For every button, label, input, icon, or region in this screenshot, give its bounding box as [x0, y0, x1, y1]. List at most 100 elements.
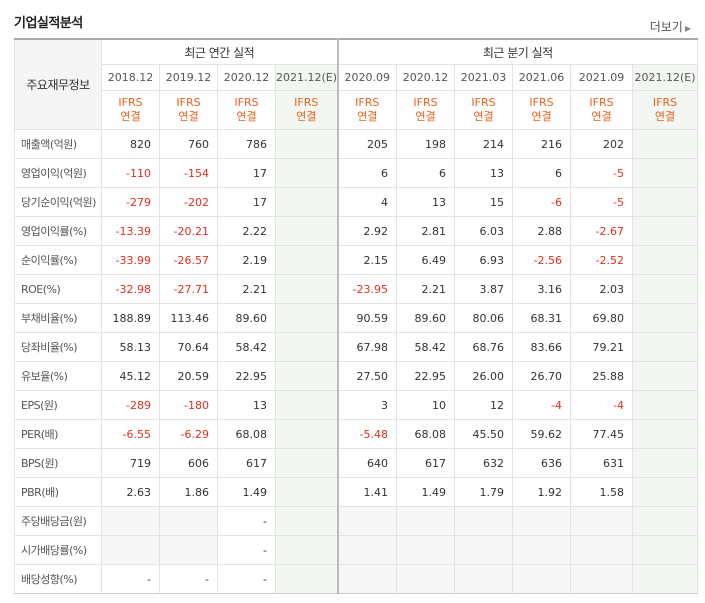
- value-cell: 68.08: [396, 419, 455, 449]
- table-row: 당기순이익(억원) -279 -202 17 4 13 15 -6 -5: [14, 187, 699, 217]
- section-title: 기업실적분석: [14, 16, 83, 31]
- value-cell: 70.64: [159, 332, 218, 362]
- value-cell: 631: [570, 448, 633, 478]
- value-cell: -5: [570, 187, 633, 217]
- table-row: 유보율(%) 45.12 20.59 22.95 27.50 22.95 26.00 26.7…: [14, 361, 699, 391]
- period-header: 2021.12(E): [275, 64, 338, 91]
- value-cell: [275, 361, 338, 391]
- value-cell: -: [217, 535, 276, 565]
- value-cell: [159, 535, 218, 565]
- value-cell: -6: [512, 187, 571, 217]
- value-cell: -23.95: [336, 274, 397, 304]
- value-cell: 22.95: [217, 361, 276, 391]
- value-cell: 13: [396, 187, 455, 217]
- value-cell: 13: [217, 390, 276, 420]
- value-cell: 83.66: [512, 332, 571, 362]
- annual-group-header: 최근 연간 실적: [101, 38, 338, 65]
- value-cell: [631, 187, 699, 217]
- row-label: 당좌비율(%): [14, 332, 102, 362]
- value-cell: 58.42: [217, 332, 276, 362]
- value-cell: 1.92: [512, 477, 571, 507]
- value-cell: [275, 274, 338, 304]
- value-cell: -180: [159, 390, 218, 420]
- value-cell: 202: [570, 129, 633, 159]
- row-label: 영업이익(억원): [14, 158, 102, 188]
- value-cell: [101, 535, 160, 565]
- value-cell: 68.76: [454, 332, 513, 362]
- value-cell: 17: [217, 158, 276, 188]
- value-cell: 205: [336, 129, 397, 159]
- value-cell: 27.50: [336, 361, 397, 391]
- row-label: 시가배당률(%): [14, 535, 102, 565]
- accounting-standard: IFRS 연결: [396, 90, 455, 130]
- value-cell: 6: [396, 158, 455, 188]
- value-cell: 617: [396, 448, 455, 478]
- value-cell: 1.41: [336, 477, 397, 507]
- accounting-standard: IFRS 연결: [101, 90, 160, 130]
- accounting-standard: IFRS 연결: [454, 90, 513, 130]
- value-cell: 6.49: [396, 245, 455, 275]
- value-cell: 3.87: [454, 274, 513, 304]
- table-row: PBR(배) 2.63 1.86 1.49 1.41 1.49 1.79 1.92 1.58: [14, 477, 699, 507]
- value-cell: 1.49: [217, 477, 276, 507]
- table-row: 주당배당금(원) -: [14, 506, 699, 536]
- period-header: 2020.12: [396, 64, 455, 91]
- value-cell: -20.21: [159, 216, 218, 246]
- value-cell: [275, 477, 338, 507]
- value-cell: [631, 419, 699, 449]
- value-cell: -279: [101, 187, 160, 217]
- value-cell: 636: [512, 448, 571, 478]
- value-cell: 45.50: [454, 419, 513, 449]
- table-row: 매출액(억원) 820 760 786 205 198 214 216 202: [14, 129, 699, 159]
- value-cell: [631, 506, 699, 536]
- value-cell: 12: [454, 390, 513, 420]
- value-cell: 26.70: [512, 361, 571, 391]
- accounting-standard: IFRS 연결: [570, 90, 633, 130]
- value-cell: [631, 274, 699, 304]
- value-cell: 4: [336, 187, 397, 217]
- value-cell: 1.86: [159, 477, 218, 507]
- value-cell: 90.59: [336, 303, 397, 333]
- value-cell: 69.80: [570, 303, 633, 333]
- accounting-standard: IFRS 연결: [275, 90, 338, 130]
- value-cell: [631, 477, 699, 507]
- more-link[interactable]: 더보기 ▶: [649, 20, 691, 34]
- row-label: PER(배): [14, 419, 102, 449]
- value-cell: [275, 332, 338, 362]
- value-cell: 1.58: [570, 477, 633, 507]
- period-header: 2021.09: [570, 64, 633, 91]
- period-header: 2021.12(E): [631, 64, 699, 91]
- row-label: EPS(원): [14, 390, 102, 420]
- value-cell: 632: [454, 448, 513, 478]
- value-cell: 2.21: [396, 274, 455, 304]
- value-cell: 10: [396, 390, 455, 420]
- value-cell: -: [217, 564, 276, 594]
- value-cell: [631, 535, 699, 565]
- value-cell: 1.49: [396, 477, 455, 507]
- value-cell: [275, 158, 338, 188]
- row-label: 주당배당금(원): [14, 506, 102, 536]
- chevron-right-icon: ▶: [684, 24, 691, 33]
- value-cell: 17: [217, 187, 276, 217]
- value-cell: [275, 245, 338, 275]
- accounting-standard: IFRS 연결: [159, 90, 218, 130]
- value-cell: -6.55: [101, 419, 160, 449]
- value-cell: [275, 187, 338, 217]
- period-header: 2020.12: [217, 64, 276, 91]
- value-cell: -289: [101, 390, 160, 420]
- value-cell: 113.46: [159, 303, 218, 333]
- value-cell: 77.45: [570, 419, 633, 449]
- value-cell: -: [159, 564, 218, 594]
- value-cell: 216: [512, 129, 571, 159]
- row-label: 유보율(%): [14, 361, 102, 391]
- value-cell: -: [101, 564, 160, 594]
- value-cell: 6.03: [454, 216, 513, 246]
- period-header: 2021.06: [512, 64, 571, 91]
- row-label: ROE(%): [14, 274, 102, 304]
- period-header: 2021.03: [454, 64, 513, 91]
- value-cell: [631, 158, 699, 188]
- value-cell: 80.06: [454, 303, 513, 333]
- value-cell: 67.98: [336, 332, 397, 362]
- value-cell: [631, 129, 699, 159]
